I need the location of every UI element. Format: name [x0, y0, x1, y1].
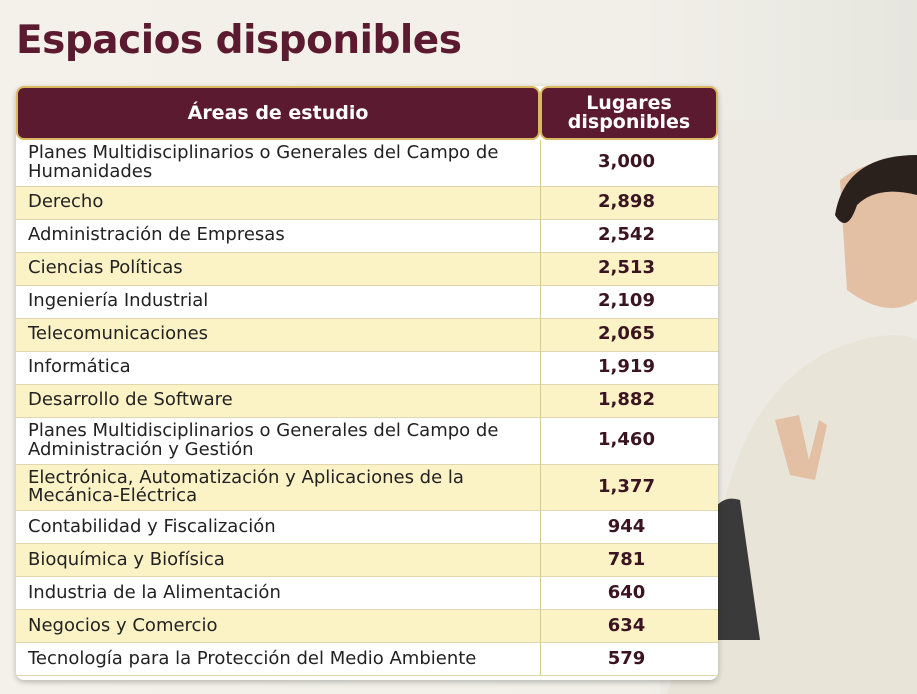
places-cell: 2,109 [540, 285, 718, 319]
places-cell: 2,065 [540, 318, 718, 352]
area-cell: Tecnología para la Protección del Medio … [16, 643, 540, 677]
places-cell: 640 [540, 577, 718, 611]
table-row: Tecnología para la Protección del Medio … [16, 643, 718, 677]
places-cell: 3,000 [540, 140, 718, 187]
area-cell: Bioquímica y Biofísica [16, 544, 540, 578]
area-cell: Planes Multidisciplinarios o Generales d… [16, 418, 540, 465]
table-body: Planes Multidisciplinarios o Generales d… [16, 140, 718, 677]
places-cell: 2,513 [540, 252, 718, 286]
area-cell: Planes Multidisciplinarios o Generales d… [16, 140, 540, 187]
table: Áreas de estudio Lugares disponibles Pla… [16, 86, 718, 677]
title: Espacios disponibles [16, 18, 462, 63]
header-row: Áreas de estudio Lugares disponibles [16, 86, 718, 140]
table-row: Administración de Empresas 2,542 [16, 219, 718, 253]
table-row: Negocios y Comercio 634 [16, 610, 718, 644]
places-cell: 781 [540, 544, 718, 578]
area-cell: Desarrollo de Software [16, 384, 540, 418]
area-cell: Ingeniería Industrial [16, 286, 540, 319]
table-row: Electrónica, Automatización y Aplicacion… [16, 464, 718, 512]
places-cell: 2,898 [540, 186, 718, 220]
table-row: Desarrollo de Software 1,882 [16, 384, 718, 418]
table-row: Derecho 2,898 [16, 186, 718, 220]
table-row: Ingeniería Industrial 2,109 [16, 285, 718, 319]
places-cell: 634 [540, 610, 718, 644]
area-cell: Electrónica, Automatización y Aplicacion… [16, 464, 540, 512]
places-cell: 1,377 [540, 464, 718, 512]
area-cell: Contabilidad y Fiscalización [16, 511, 540, 545]
places-cell: 1,919 [540, 351, 718, 385]
area-cell: Administración de Empresas [16, 220, 540, 253]
hand [775, 415, 827, 480]
area-cell: Telecomunicaciones [16, 318, 540, 352]
table-row: Industria de la Alimentación 640 [16, 577, 718, 611]
table-row: Bioquímica y Biofísica 781 [16, 544, 718, 578]
places-cell: 2,542 [540, 219, 718, 253]
area-cell: Ciencias Políticas [16, 252, 540, 286]
table-row: Planes Multidisciplinarios o Generales d… [16, 140, 718, 187]
table-row: Informática 1,919 [16, 351, 718, 385]
places-cell: 1,882 [540, 384, 718, 418]
places-cell: 579 [540, 643, 718, 677]
area-cell: Industria de la Alimentación [16, 577, 540, 611]
places-cell: 944 [540, 511, 718, 545]
column-header: Lugares disponibles [540, 86, 718, 140]
area-cell: Negocios y Comercio [16, 610, 540, 644]
table-card: Áreas de estudio Lugares disponibles Pla… [16, 86, 718, 681]
table-row: Telecomunicaciones 2,065 [16, 318, 718, 352]
area-cell: Derecho [16, 186, 540, 220]
table-row: Contabilidad y Fiscalización 944 [16, 511, 718, 545]
places-cell: 1,460 [540, 417, 718, 465]
area-cell: Informática [16, 352, 540, 385]
table-row: Ciencias Políticas 2,513 [16, 252, 718, 286]
column-header: Áreas de estudio [16, 86, 540, 140]
hair [835, 155, 917, 223]
table-row: Planes Multidisciplinarios o Generales d… [16, 417, 718, 465]
